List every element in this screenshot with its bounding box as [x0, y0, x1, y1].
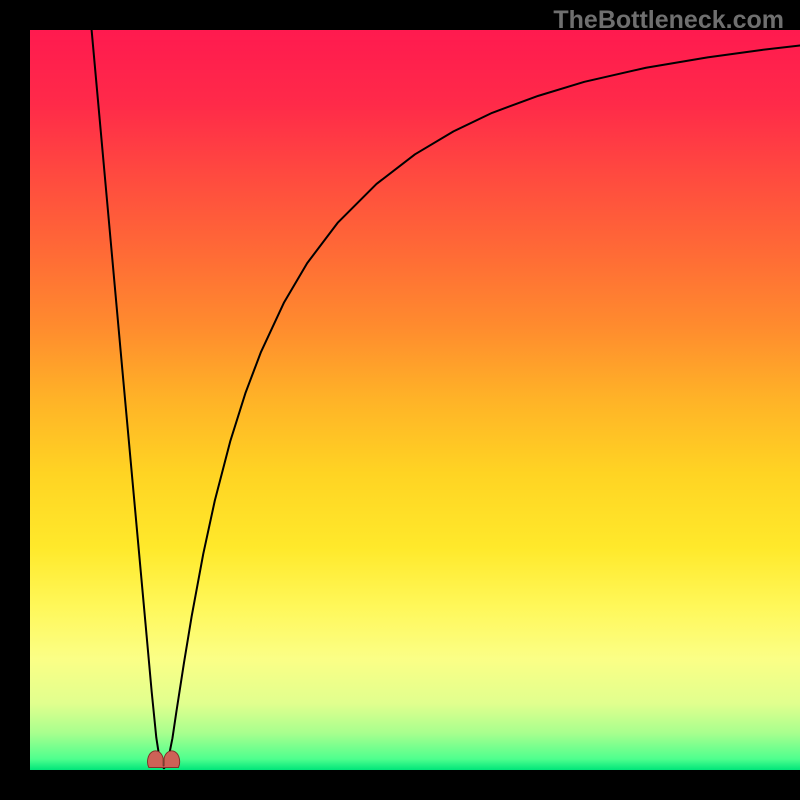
chart-frame: TheBottleneck.com: [0, 0, 800, 800]
watermark-text: TheBottleneck.com: [553, 6, 784, 35]
plot-svg: [30, 30, 800, 770]
plot-area: [30, 30, 800, 770]
gradient-background: [30, 30, 800, 770]
